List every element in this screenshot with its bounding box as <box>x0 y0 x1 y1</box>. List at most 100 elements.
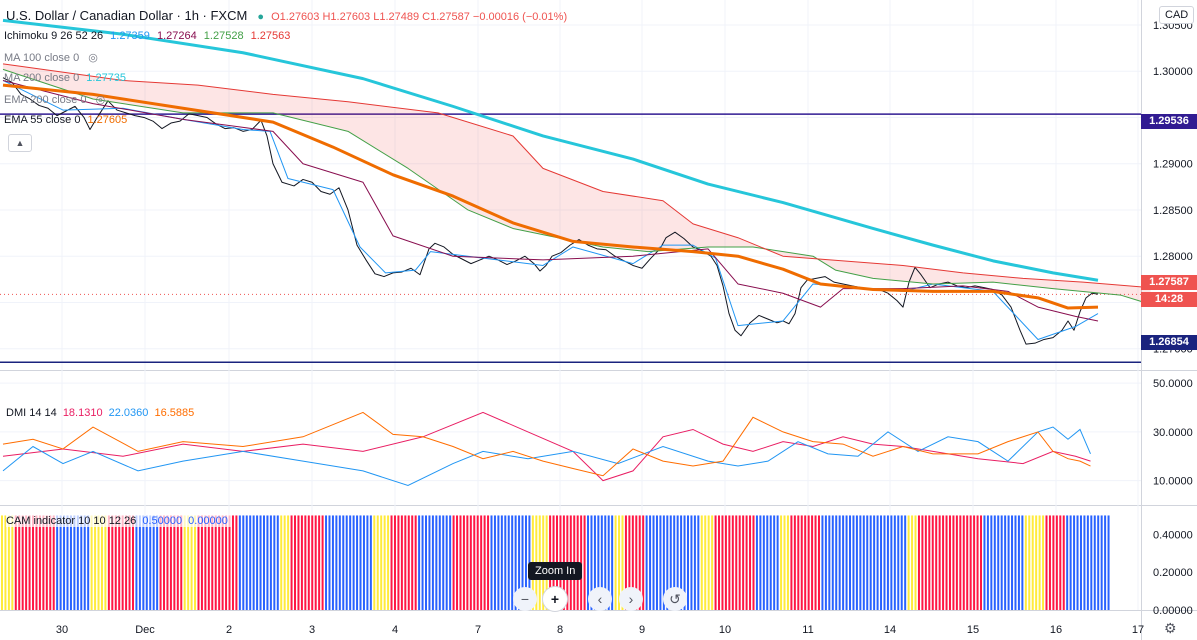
cam-bar <box>935 515 938 610</box>
cam-bar <box>1076 515 1079 610</box>
cam-bar <box>693 515 696 610</box>
dmi-adx <box>2 411 1091 482</box>
cam-bar <box>49 515 52 610</box>
series-close <box>2 77 1099 345</box>
cam-bar <box>1052 515 1055 610</box>
overlay-value: 1.27735 <box>86 72 127 84</box>
cam-bar <box>483 515 486 610</box>
reset-icon[interactable]: ↺ <box>663 587 687 611</box>
dmi--di <box>2 411 1091 477</box>
cam-bar <box>325 515 328 610</box>
eye-off-icon[interactable]: ◎ <box>95 94 106 106</box>
overlay-value: 1.27563 <box>250 30 291 42</box>
support-price-tag: 1.26854 <box>1141 335 1197 350</box>
cam-bar <box>300 515 303 610</box>
cam-bar <box>845 515 848 610</box>
cam-bar <box>948 515 951 610</box>
date-tick-label: 14 <box>884 624 896 636</box>
cam-bar <box>235 515 238 610</box>
cam-bar <box>231 515 234 610</box>
cam-bar <box>480 515 483 610</box>
cam-bar <box>359 515 362 610</box>
cam-pane <box>1 515 1110 610</box>
cam-bar <box>390 515 393 610</box>
overlay-ichimoku[interactable]: Ichimoku 9 26 52 26 1.27359 1.27264 1.27… <box>4 30 290 42</box>
cam-bar <box>318 515 321 610</box>
cam-bar <box>745 515 748 610</box>
cam-bar <box>338 515 341 610</box>
cam-bar <box>80 515 83 610</box>
cam-bar <box>773 515 776 610</box>
overlay-ema55[interactable]: EMA 55 close 0 1.27605 <box>4 114 127 126</box>
cam-bar <box>473 515 476 610</box>
cam-bar <box>100 515 103 610</box>
cam-bar <box>890 515 893 610</box>
cam-bar <box>521 515 524 610</box>
cam-bar <box>121 515 124 610</box>
overlay-value: 1.27605 <box>87 114 128 126</box>
minus-icon[interactable]: − <box>513 587 537 611</box>
cam-bar <box>1059 515 1062 610</box>
cam-bar <box>507 515 510 610</box>
settings-icon[interactable]: ⚙ <box>1164 620 1177 636</box>
cam-bar <box>194 515 197 610</box>
cam-bar <box>724 515 727 610</box>
chart-header: U.S. Dollar / Canadian Dollar · 1h · FXC… <box>6 8 570 23</box>
cam-bar <box>697 515 700 610</box>
overlay-ema200[interactable]: EMA 200 close 0 ◎ <box>4 93 105 106</box>
cam-bar <box>718 515 721 610</box>
cam-bar <box>11 515 14 610</box>
dmi-tick-label: 50.0000 <box>1153 378 1193 390</box>
cam-bar <box>462 515 465 610</box>
cam-bar <box>321 515 324 610</box>
cam-bar <box>731 515 734 610</box>
date-tick-label: 4 <box>392 624 398 636</box>
cam-bar <box>959 515 962 610</box>
cam-bar <box>294 515 297 610</box>
cam-bar <box>163 515 166 610</box>
cam-bar <box>776 515 779 610</box>
cam-bar <box>328 515 331 610</box>
dmi-legend[interactable]: DMI 14 14 18.1310 22.0360 16.5885 <box>6 407 197 419</box>
cam-bar <box>380 515 383 610</box>
cam-bar <box>624 515 627 610</box>
cam-bar <box>1007 515 1010 610</box>
resistance-price-tag: 1.29536 <box>1141 114 1197 129</box>
collapse-icon[interactable]: ▲ <box>8 134 32 152</box>
cam-bar <box>790 515 793 610</box>
chevron-right-icon[interactable]: › <box>619 587 643 611</box>
cam-bar <box>973 515 976 610</box>
symbol-title[interactable]: U.S. Dollar / Canadian Dollar · 1h · FXC… <box>6 8 248 23</box>
cam-bar <box>35 515 38 610</box>
cam-bar <box>404 515 407 610</box>
eye-off-icon[interactable]: ◎ <box>88 52 98 64</box>
cam-bar <box>280 515 283 610</box>
cam-bar <box>493 515 496 610</box>
overlay-ma100[interactable]: MA 100 close 0 ◎ <box>4 51 98 64</box>
cam-bar <box>456 515 459 610</box>
series-senkou-b <box>2 63 1151 289</box>
cam-bar <box>828 515 831 610</box>
cam-bar <box>169 515 172 610</box>
cam-bar <box>917 515 920 610</box>
cam-bar <box>259 515 262 610</box>
cam-bar <box>990 515 993 610</box>
cam-bar <box>683 515 686 610</box>
cam-bar <box>459 515 462 610</box>
cam-bar <box>587 515 590 610</box>
cam-bar <box>583 515 586 610</box>
overlay-ma200[interactable]: MA 200 close 0 1.27735 <box>4 72 126 84</box>
cam-bar <box>128 515 131 610</box>
cam-legend[interactable]: CAM indicator 10 10 12 26 0.50000 0.0000… <box>6 515 231 527</box>
cam-bar <box>276 515 279 610</box>
ohlc-readout: O1.27603 H1.27603 L1.27489 C1.27587 −0.0… <box>271 11 568 23</box>
chevron-left-icon[interactable]: ‹ <box>588 587 612 611</box>
plus-icon[interactable]: + <box>543 587 567 611</box>
date-tick-label: 15 <box>967 624 979 636</box>
series-ma-200 <box>2 18 1099 282</box>
cam-bar <box>738 515 741 610</box>
cam-bar <box>7 515 10 610</box>
currency-label[interactable]: CAD <box>1159 6 1195 24</box>
last-price-tag: 1.27587 <box>1141 275 1197 290</box>
